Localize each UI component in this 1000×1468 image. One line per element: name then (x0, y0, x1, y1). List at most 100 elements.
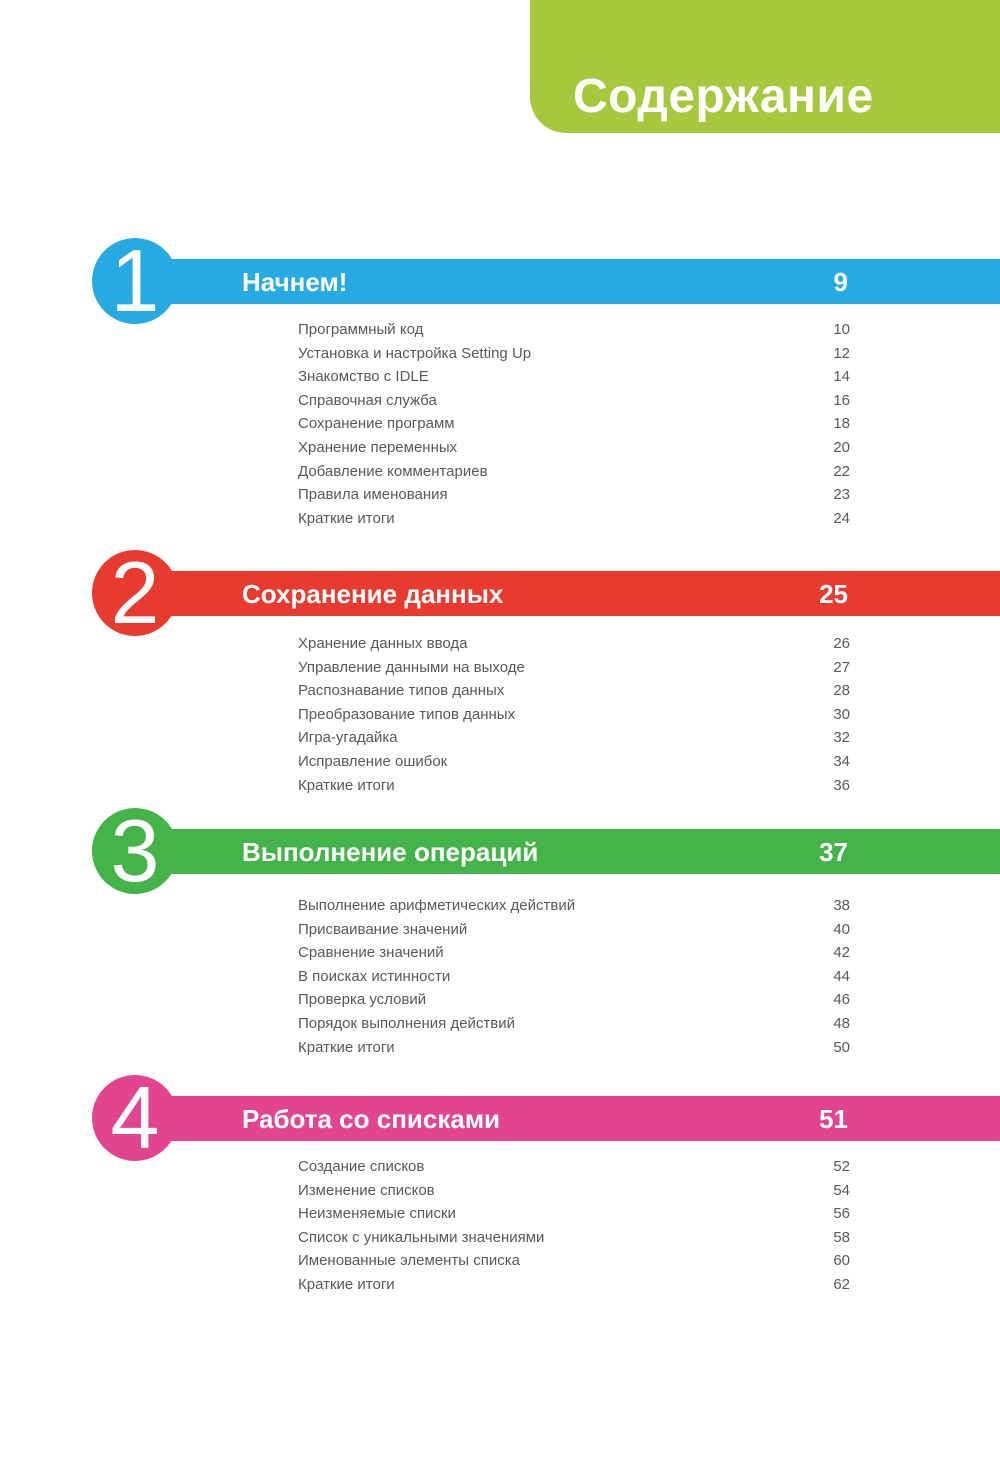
chapter-number-circle: 2 (92, 543, 178, 642)
chapter-bar: Выполнение операций 37 (130, 829, 1000, 874)
toc-entry: Неизменяемые списки 56 (298, 1202, 850, 1226)
toc-entry-page: 54 (833, 1181, 850, 1199)
toc-entry: Краткие итоги 36 (298, 774, 850, 798)
toc-entry: Сравнение значений 42 (298, 941, 850, 965)
toc-entry-label: Добавление комментариев (298, 462, 488, 480)
toc-entry-label: Изменение списков (298, 1181, 435, 1199)
chapter-number-circle: 3 (92, 801, 178, 900)
toc-entry-page: 50 (833, 1038, 850, 1056)
chapter-bar: Сохранение данных 25 (130, 571, 1000, 616)
toc-entry: Хранение переменных 20 (298, 436, 850, 460)
toc-entry-page: 20 (833, 438, 850, 456)
toc-entry-page: 60 (833, 1252, 850, 1270)
toc-entry-page: 46 (833, 991, 850, 1009)
toc-entry-label: Исправление ошибок (298, 752, 448, 770)
toc-entry-page: 27 (833, 658, 850, 676)
toc-entry-page: 38 (833, 897, 850, 914)
toc-entry: Исправление ошибок 34 (298, 750, 850, 774)
toc-entry-label: Управление данными на выходе (298, 658, 525, 676)
toc-entry-page: 44 (833, 967, 850, 985)
toc-entry: Знакомство с IDLE 14 (298, 365, 850, 389)
toc-entry: Установка и настройка Setting Up 12 (298, 342, 850, 366)
toc-entry-label: Распознавание типов данных (298, 682, 505, 700)
toc-entry: Список с уникальными значениями 58 (298, 1226, 850, 1250)
toc-entry-page: 18 (833, 415, 850, 433)
toc-entry: Преобразование типов данных 30 (298, 703, 850, 727)
toc-entry-label: Список с уникальными значениями (298, 1228, 545, 1246)
toc-entry-label: Присваивание значений (298, 920, 468, 938)
toc-entry: Правила именования 23 (298, 483, 850, 507)
toc-entry: Выполнение арифметических действий 38 (298, 894, 850, 918)
chapter-number: 4 (110, 1068, 160, 1167)
toc-entry: Именованные элементы списка 60 (298, 1249, 850, 1273)
toc-entry-page: 14 (833, 368, 850, 386)
toc-entry: Сохранение программ 18 (298, 412, 850, 436)
toc-entry: Программный код 10 (298, 318, 850, 342)
chapter-title: Работа со списками (242, 1103, 501, 1134)
toc-entry-label: Справочная служба (298, 391, 437, 409)
toc-entry: Краткие итоги 50 (298, 1036, 850, 1060)
header-banner: Содержание (530, 0, 1000, 133)
chapter-title: Выполнение операций (242, 836, 539, 867)
toc-entry-page: 34 (833, 752, 850, 770)
toc-entry-page: 58 (833, 1228, 850, 1246)
toc-entry-page: 40 (833, 920, 850, 938)
toc-entry-page: 22 (833, 462, 850, 480)
toc-entry-page: 23 (833, 486, 850, 504)
chapter-title: Начнем! (242, 266, 348, 297)
toc-entry: Управление данными на выходе 27 (298, 656, 850, 680)
toc-entry-page: 28 (833, 682, 850, 700)
toc-entry-label: Знакомство с IDLE (298, 368, 429, 386)
toc-entry-page: 32 (833, 729, 850, 747)
chapter-number: 1 (110, 231, 160, 330)
toc-entry-label: Именованные элементы списка (298, 1252, 520, 1270)
toc-entry-label: Преобразование типов данных (298, 705, 516, 723)
toc-entry-page: 36 (833, 776, 850, 794)
chapter-page-number: 51 (819, 1103, 848, 1134)
toc-entry: Краткие итоги 62 (298, 1273, 850, 1297)
toc-entry-label: Проверка условий (298, 991, 427, 1009)
toc-entry: Изменение списков 54 (298, 1179, 850, 1203)
toc-entry: Порядок выполнения действий 48 (298, 1012, 850, 1036)
toc-entry-label: Игра-угадайка (298, 729, 398, 747)
toc-entry: Присваивание значений 40 (298, 918, 850, 942)
toc-entry-label: Хранение данных ввода (298, 635, 468, 652)
toc-entry: Создание списков 52 (298, 1155, 850, 1179)
toc-entry-label: Краткие итоги (298, 776, 395, 794)
toc-entry-page: 48 (833, 1014, 850, 1032)
chapter-number: 3 (110, 801, 160, 900)
toc-entry-label: Правила именования (298, 486, 448, 504)
toc-entry-page: 52 (833, 1158, 850, 1175)
chapter-bar: Начнем! 9 (130, 259, 1000, 304)
toc-entry-label: Неизменяемые списки (298, 1205, 456, 1223)
toc-entry: Добавление комментариев 22 (298, 460, 850, 484)
toc-entry: Справочная служба 16 (298, 389, 850, 413)
toc-entry-page: 10 (833, 321, 850, 338)
chapter-number-circle: 1 (92, 231, 178, 330)
toc-entry: В поисках истинности 44 (298, 965, 850, 989)
chapter-entries: Выполнение арифметических действий 38 При… (298, 894, 850, 1059)
chapter-entries: Создание списков 52 Изменение списков 54 Н… (298, 1155, 850, 1297)
chapter-number-circle: 4 (92, 1068, 178, 1167)
chapter-entries: Хранение данных ввода 26 Управление данны… (298, 632, 850, 797)
toc-entry-page: 12 (833, 344, 850, 362)
toc-entry: Хранение данных ввода 26 (298, 632, 850, 656)
toc-entry-label: Краткие итоги (298, 1038, 395, 1056)
toc-entry-page: 16 (833, 391, 850, 409)
toc-entry-label: В поисках истинности (298, 967, 451, 985)
toc-entry-page: 42 (833, 944, 850, 962)
toc-entry: Проверка условий 46 (298, 988, 850, 1012)
toc-entry: Краткие итоги 24 (298, 507, 850, 531)
chapter-bar: Работа со списками 51 (130, 1096, 1000, 1141)
toc-entry-label: Краткие итоги (298, 1275, 395, 1293)
toc-entry-label: Сохранение программ (298, 415, 455, 433)
toc-entry-page: 30 (833, 705, 850, 723)
toc-entry: Распознавание типов данных 28 (298, 679, 850, 703)
toc-entry-label: Установка и настройка Setting Up (298, 344, 532, 362)
toc-entry-label: Создание списков (298, 1158, 425, 1175)
chapter-number: 2 (110, 543, 160, 642)
toc-entry-label: Порядок выполнения действий (298, 1014, 516, 1032)
toc-entry-label: Краткие итоги (298, 509, 395, 527)
page-title: Содержание (573, 70, 874, 123)
